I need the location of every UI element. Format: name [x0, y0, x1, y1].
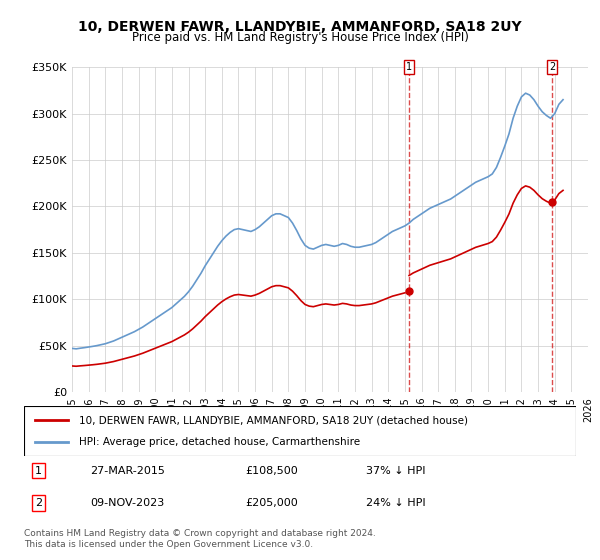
- Text: 24% ↓ HPI: 24% ↓ HPI: [366, 498, 426, 508]
- Text: Price paid vs. HM Land Registry's House Price Index (HPI): Price paid vs. HM Land Registry's House …: [131, 31, 469, 44]
- Text: 10, DERWEN FAWR, LLANDYBIE, AMMANFORD, SA18 2UY (detached house): 10, DERWEN FAWR, LLANDYBIE, AMMANFORD, S…: [79, 415, 468, 425]
- Text: 10, DERWEN FAWR, LLANDYBIE, AMMANFORD, SA18 2UY: 10, DERWEN FAWR, LLANDYBIE, AMMANFORD, S…: [78, 20, 522, 34]
- Text: 1: 1: [35, 465, 42, 475]
- Text: £205,000: £205,000: [245, 498, 298, 508]
- Text: £108,500: £108,500: [245, 465, 298, 475]
- Text: 2: 2: [549, 62, 556, 72]
- Text: 09-NOV-2023: 09-NOV-2023: [90, 498, 164, 508]
- Text: Contains HM Land Registry data © Crown copyright and database right 2024.
This d: Contains HM Land Registry data © Crown c…: [24, 529, 376, 549]
- Text: 37% ↓ HPI: 37% ↓ HPI: [366, 465, 426, 475]
- Text: 27-MAR-2015: 27-MAR-2015: [90, 465, 165, 475]
- Text: HPI: Average price, detached house, Carmarthenshire: HPI: Average price, detached house, Carm…: [79, 437, 361, 447]
- FancyBboxPatch shape: [24, 406, 576, 456]
- Text: 1: 1: [406, 62, 412, 72]
- Text: 2: 2: [35, 498, 42, 508]
